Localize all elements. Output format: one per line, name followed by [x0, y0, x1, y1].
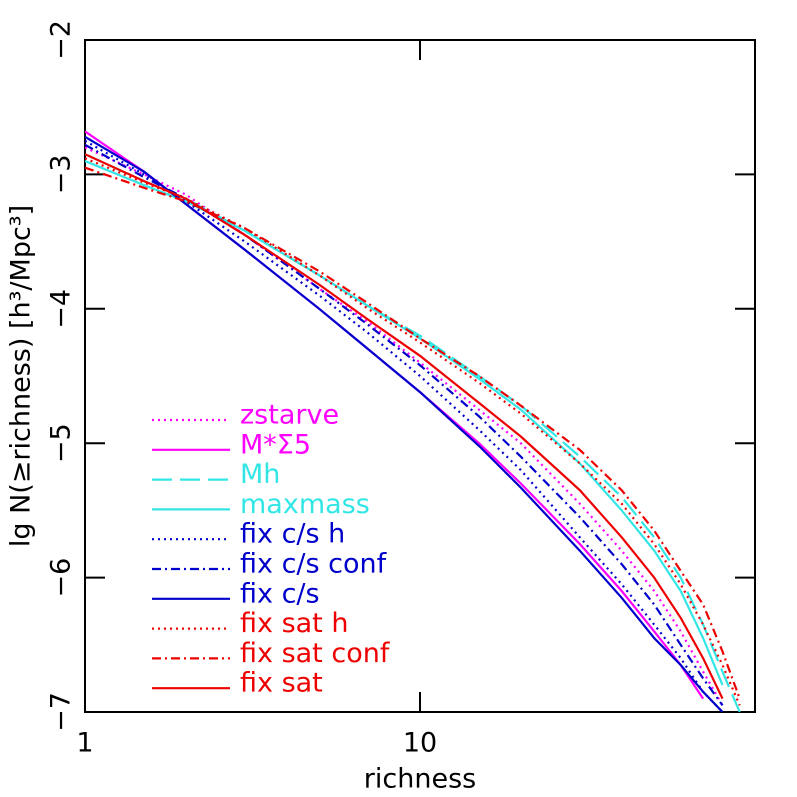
series-line [85, 166, 741, 699]
y-tick-label: −6 [46, 558, 77, 598]
legend-label: fix sat h [240, 608, 348, 639]
series-line [85, 135, 724, 712]
legend-label: fix sat conf [240, 638, 391, 669]
series-line [85, 143, 724, 706]
series-line [85, 153, 724, 700]
x-axis-label: richness [364, 764, 476, 795]
y-axis-label: lg N(≥richness) [h³/Mpc³] [6, 205, 37, 547]
y-tick-label: −3 [46, 154, 77, 194]
legend-label: fix c/s conf [240, 549, 388, 580]
x-tick-label: 1 [76, 728, 93, 759]
series-line [85, 130, 705, 700]
y-tick-label: −4 [46, 289, 77, 329]
legend-label: fix c/s [240, 578, 320, 609]
x-tick-label: 10 [403, 728, 437, 759]
legend-label: zstarve [240, 400, 339, 431]
y-tick-label: −7 [46, 692, 77, 732]
legend-label: fix sat [240, 668, 323, 699]
series-line [85, 159, 724, 686]
series-line [85, 157, 741, 706]
y-tick-label: −5 [46, 423, 77, 463]
legend-label: maxmass [240, 489, 370, 520]
legend-label: Mh [240, 459, 280, 490]
legend-label: fix c/s h [240, 519, 345, 550]
legend-label: M*Σ5 [240, 429, 311, 460]
y-tick-label: −2 [46, 20, 77, 60]
series-line [85, 139, 724, 712]
series-line [85, 146, 724, 706]
